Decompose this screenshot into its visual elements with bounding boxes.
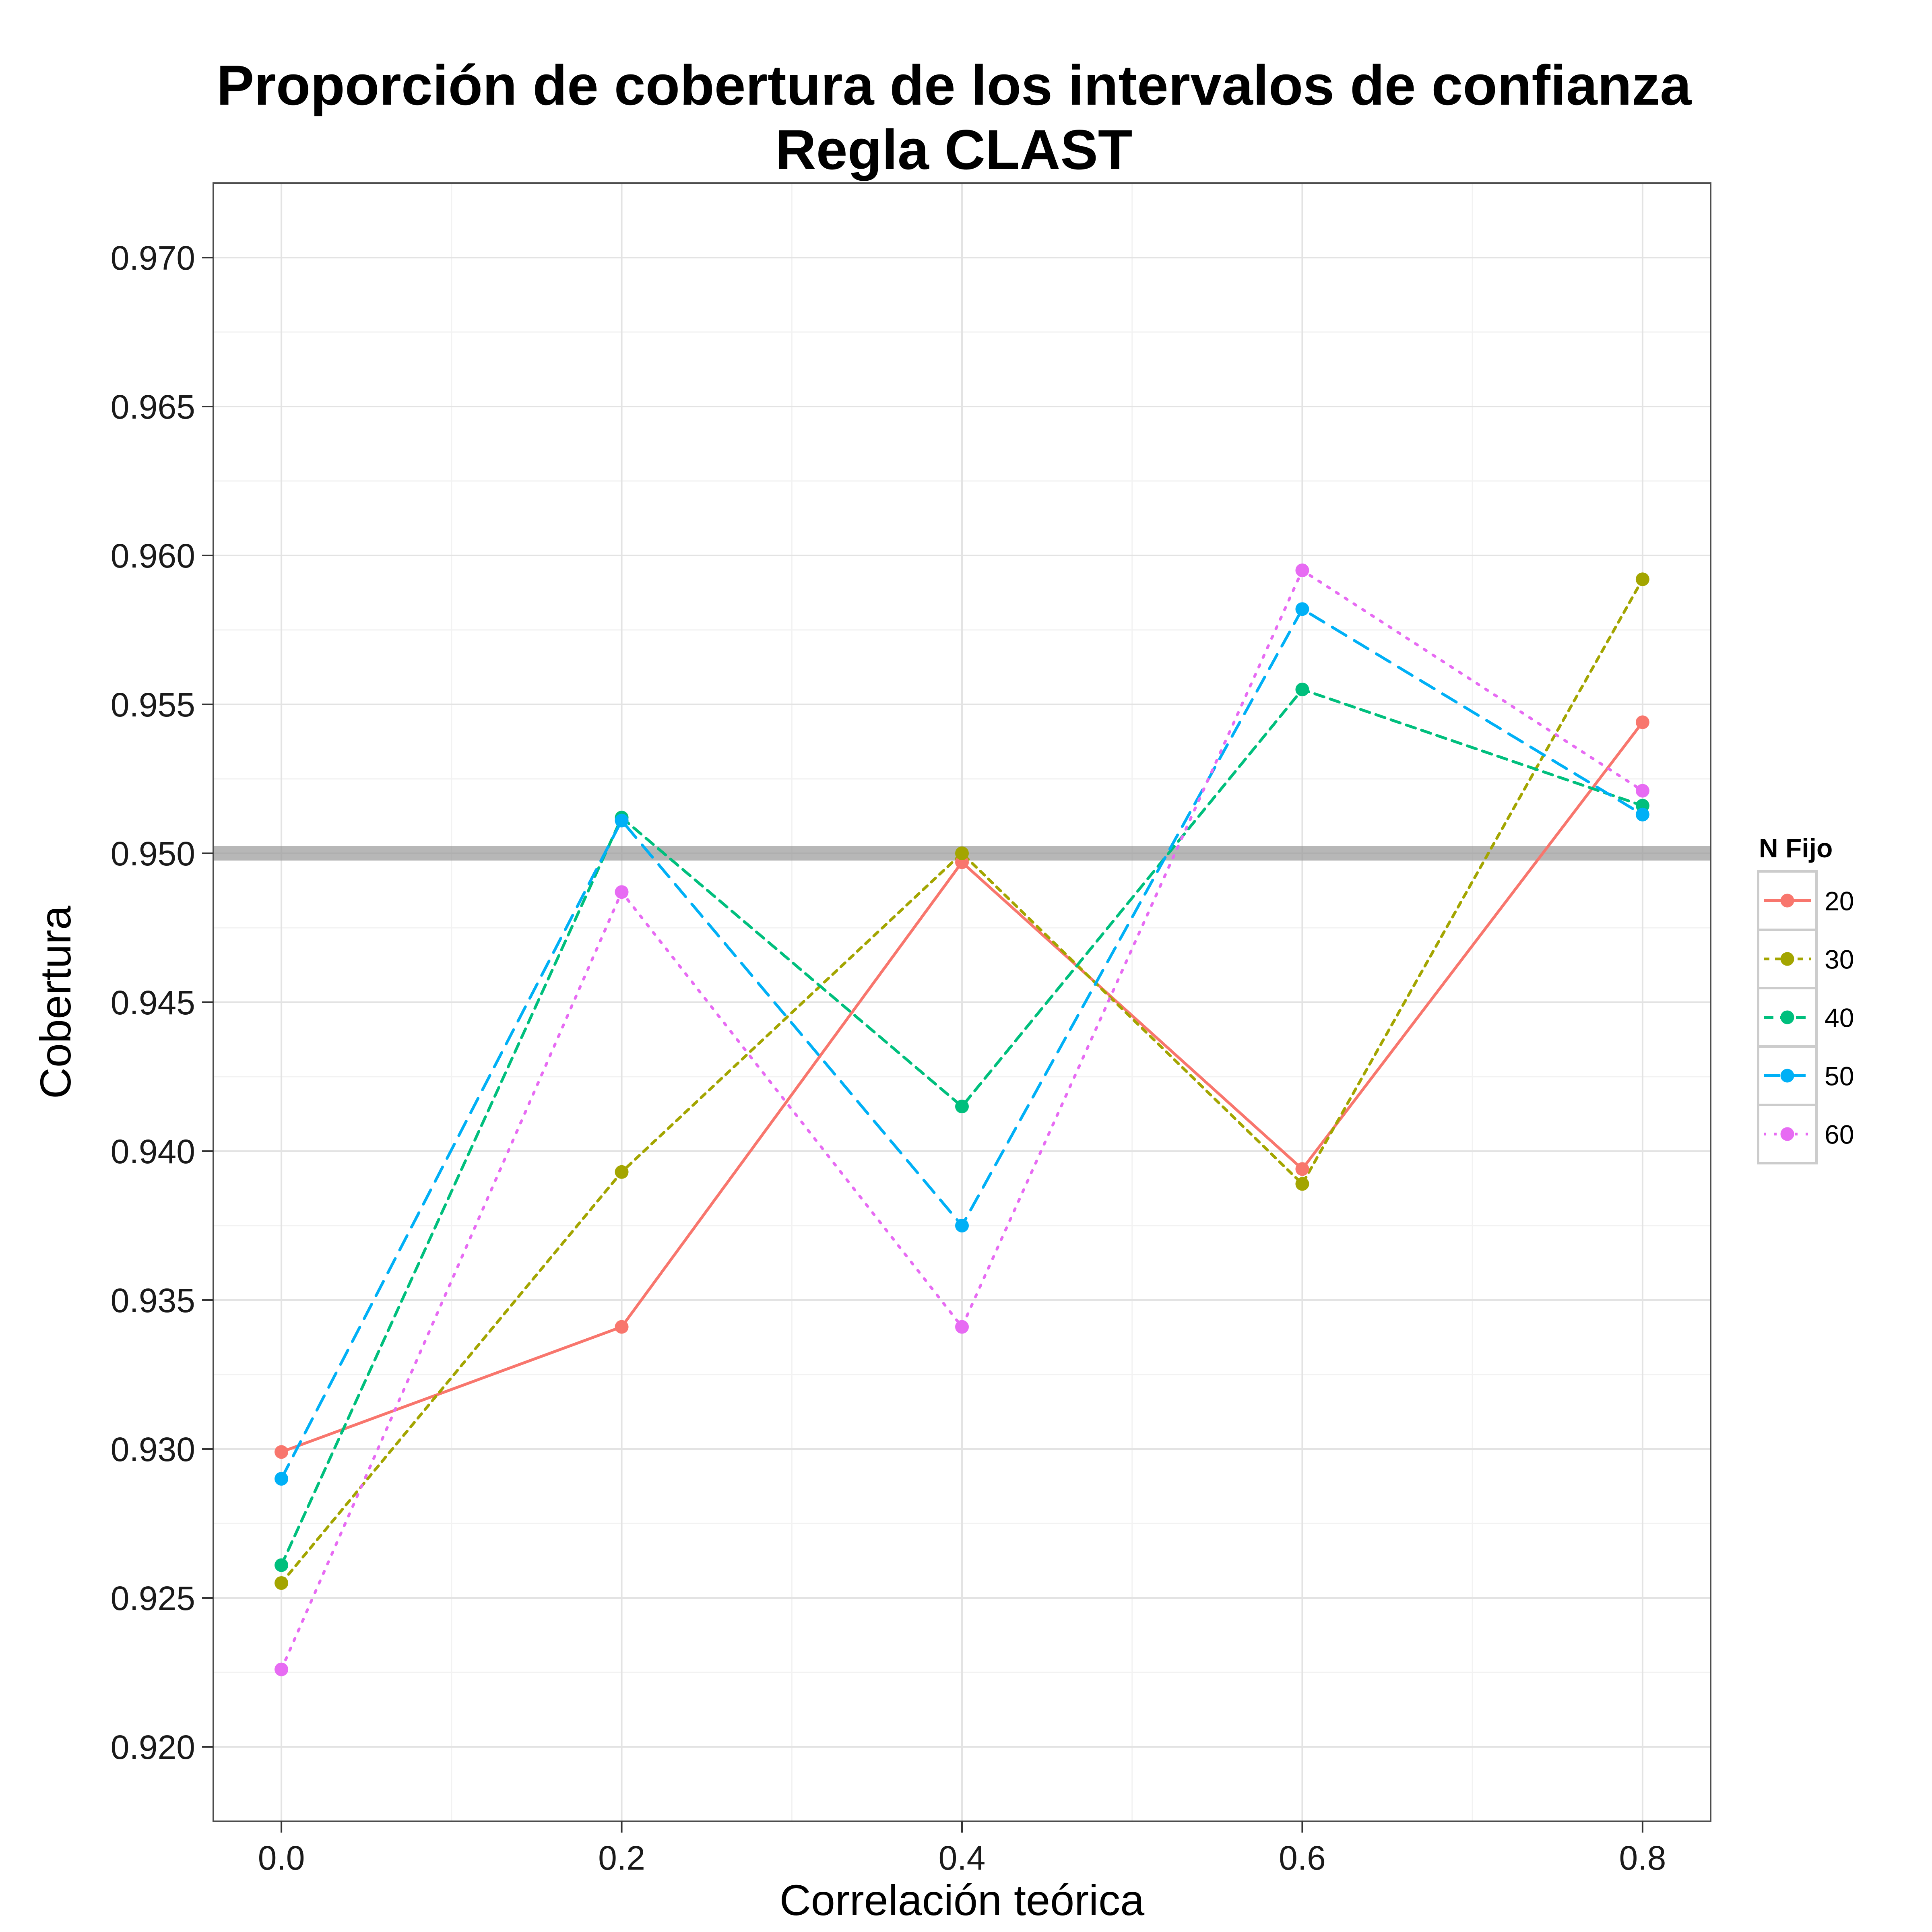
data-point-30	[615, 1165, 629, 1179]
y-tick-label: 0.930	[111, 1430, 195, 1468]
y-tick-label: 0.955	[111, 686, 195, 724]
data-point-20	[1295, 1162, 1309, 1176]
series-line-30	[280, 578, 1644, 1585]
legend-key-point	[1780, 1069, 1794, 1083]
data-point-30	[1635, 572, 1649, 586]
y-axis: 0.920 0.925 0.930 0.935 0.940 0.945 0.950 0.955…	[111, 239, 213, 1766]
legend-key-point	[1780, 952, 1794, 966]
data-point-60	[275, 1662, 289, 1676]
x-tick-label: 0.8	[1619, 1839, 1666, 1877]
x-tick-label: 0.2	[598, 1839, 645, 1877]
y-tick-label: 0.965	[111, 388, 195, 426]
y-tick-label: 0.945	[111, 984, 195, 1022]
data-point-40	[1295, 683, 1309, 696]
data-point-60	[615, 885, 629, 899]
data-point-30	[275, 1576, 289, 1590]
data-point-60	[1635, 784, 1649, 798]
legend-key-point	[1780, 894, 1794, 908]
data-point-30	[955, 846, 969, 860]
legend-key-point	[1780, 1010, 1794, 1024]
legend-label: 40	[1825, 1003, 1854, 1033]
y-tick-label: 0.935	[111, 1282, 195, 1319]
series-line-60	[280, 569, 1644, 1671]
data-point-40	[275, 1558, 289, 1572]
data-point-20	[615, 1320, 629, 1334]
x-axis: 0.0 0.2 0.4 0.6 0.8	[258, 1821, 1666, 1877]
data-point-50	[615, 813, 629, 828]
legend-title: N Fijo	[1759, 833, 1833, 863]
data-point-60	[1295, 564, 1309, 577]
data-point-50	[1295, 602, 1309, 616]
data-point-50	[1635, 807, 1649, 822]
y-tick-label: 0.920	[111, 1728, 195, 1766]
chart-title: Proporción de cobertura de los intervalo…	[217, 54, 1692, 117]
y-tick-label: 0.960	[111, 537, 195, 575]
y-tick-label: 0.970	[111, 239, 195, 277]
x-tick-label: 0.0	[258, 1839, 305, 1877]
data-point-30	[1295, 1177, 1309, 1191]
legend: N Fijo 20 30 40 50 60	[1757, 833, 1854, 1164]
legend-label: 30	[1825, 945, 1854, 974]
data-point-40	[955, 1100, 969, 1113]
legend-label: 50	[1825, 1061, 1854, 1091]
y-tick-label: 0.940	[111, 1133, 195, 1170]
y-axis-title: Cobertura	[31, 905, 80, 1099]
chart-subtitle: Regla CLAST	[776, 118, 1133, 181]
data-point-60	[955, 1320, 969, 1334]
series-points	[275, 564, 1649, 1676]
y-tick-label: 0.925	[111, 1579, 195, 1617]
series-line-40	[280, 688, 1644, 1567]
data-point-50	[955, 1219, 969, 1232]
x-tick-label: 0.4	[939, 1839, 986, 1877]
x-axis-title: Correlación teórica	[780, 1876, 1145, 1924]
data-point-20	[1635, 715, 1649, 729]
legend-label: 20	[1825, 886, 1854, 916]
data-point-20	[275, 1445, 289, 1459]
data-point-50	[275, 1472, 289, 1486]
x-tick-label: 0.6	[1279, 1839, 1326, 1877]
legend-key-point	[1780, 1127, 1794, 1141]
legend-label: 60	[1825, 1120, 1854, 1150]
y-tick-label: 0.950	[111, 835, 195, 873]
